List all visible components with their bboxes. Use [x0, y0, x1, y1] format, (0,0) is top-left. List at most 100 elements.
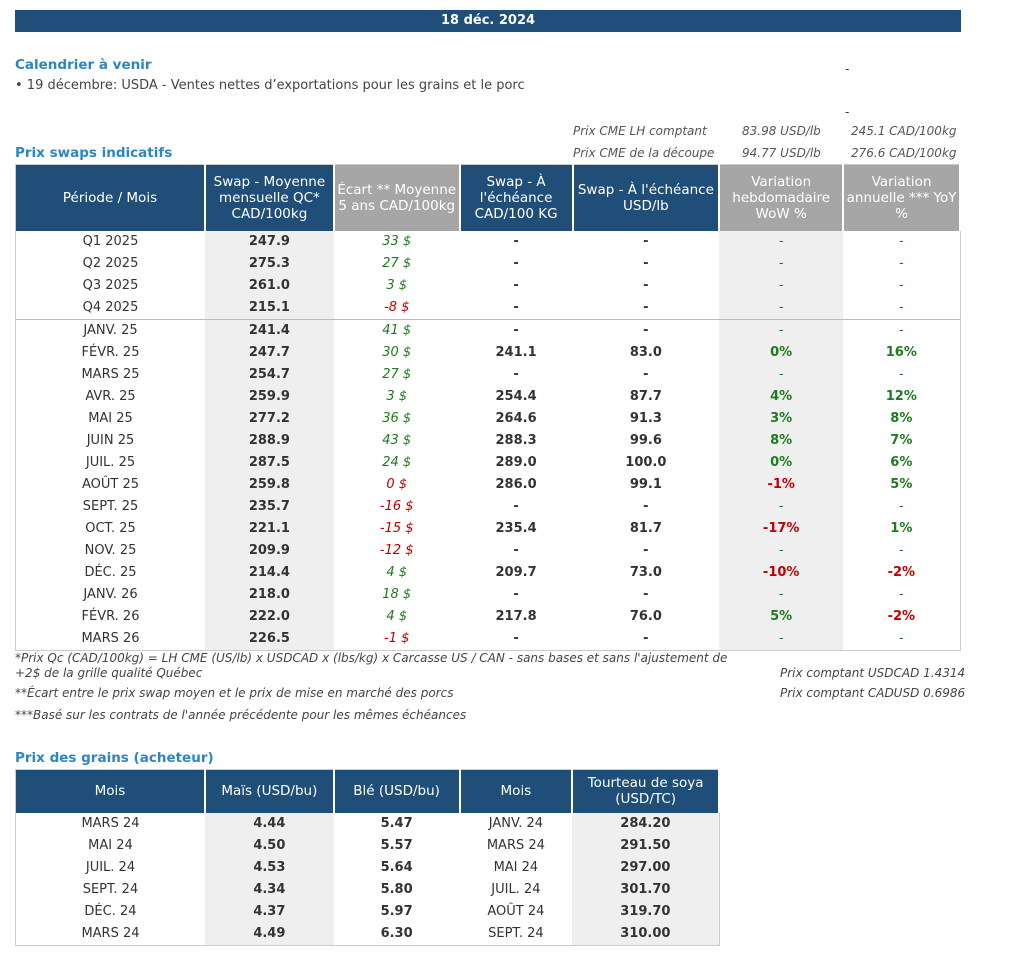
- cell-monthly-swap: 259.8: [205, 473, 334, 496]
- cell-spread: 4 $: [386, 564, 408, 580]
- cell-wow: -: [719, 296, 844, 319]
- footnote-3: ***Basé sur les contrats de l'année préc…: [15, 708, 467, 722]
- cell-monthly-swap: 247.7: [205, 341, 334, 364]
- cell-swap-usd: -: [643, 233, 649, 249]
- cell-soymeal: 291.50: [572, 834, 719, 857]
- cell-yoy: 5%: [890, 476, 913, 492]
- cell-monthly-swap: 235.7: [205, 495, 334, 518]
- cell-swap-usd: -: [643, 255, 649, 271]
- table-row: OCT. 25 221.1 -15 $ 235.4 81.7 -17% 1%: [16, 517, 961, 540]
- cell-monthly-swap: 277.2: [205, 407, 334, 430]
- cell-wheat: 5.47: [380, 815, 413, 831]
- table-row: FÉVR. 26 222.0 4 $ 217.8 76.0 5% -2%: [16, 605, 961, 628]
- cell-period: Q3 2025: [82, 277, 139, 293]
- cell-monthly-swap: 209.9: [205, 539, 334, 562]
- cell-swap-cad: -: [513, 630, 519, 646]
- table-row: Q1 2025 247.9 33 $ - - - -: [16, 230, 961, 253]
- cell-swap-usd: 91.3: [629, 410, 662, 426]
- cell-period: Q4 2025: [82, 299, 139, 315]
- table-row: MARS 26 226.5 -1 $ - - - -: [16, 627, 961, 650]
- cell-yoy: 16%: [885, 344, 917, 360]
- fx-usdcad: Prix comptant USDCAD 1.4314: [780, 666, 966, 680]
- col-header-period: Période / Mois: [15, 164, 206, 231]
- calendar-item: • 19 décembre: USDA - Ventes nettes d’ex…: [15, 78, 525, 93]
- grain-table: Mois Maïs (USD/bu) Blé (USD/bu) Mois Tou…: [15, 769, 720, 946]
- cell-swap-cad: 286.0: [495, 476, 537, 492]
- table-row: FÉVR. 25 247.7 30 $ 241.1 83.0 0% 16%: [16, 341, 961, 364]
- cell-wow: -10%: [719, 561, 844, 584]
- col-header-month: Mois: [15, 769, 206, 813]
- cell-wow: 3%: [719, 407, 844, 430]
- cell-spread: -1 $: [384, 630, 410, 646]
- cell-spread: 0 $: [386, 476, 408, 492]
- cell-spread: -16 $: [379, 498, 414, 514]
- cell-swap-cad: 241.1: [495, 344, 537, 360]
- cell-swap-usd: -: [643, 498, 649, 514]
- cme-lh-usd: 83.98 USD/lb: [742, 124, 821, 138]
- col-header-soymeal: Tourteau de soya (USD/TC): [572, 769, 720, 813]
- cell-period: FÉVR. 25: [81, 344, 140, 360]
- cell-swap-usd: -: [643, 542, 649, 558]
- cell-swap-usd: -: [643, 366, 649, 382]
- swap-table: Période / Mois Swap - Moyenne mensuelle …: [15, 164, 961, 651]
- cell-swap-usd: -: [643, 299, 649, 315]
- cell-swap-usd: 100.0: [625, 454, 667, 470]
- cell-swap-usd: 83.0: [629, 344, 662, 360]
- col-header-corn: Maïs (USD/bu): [204, 769, 335, 813]
- cme-cutout-usd: 94.77 USD/lb: [742, 146, 821, 160]
- cme-cutout-cad: 276.6 CAD/100kg: [851, 146, 957, 160]
- cell-yoy: -: [898, 366, 904, 382]
- cell-period: MARS 26: [81, 630, 140, 646]
- col-header-wheat: Blé (USD/bu): [333, 769, 461, 813]
- cell-soymeal: 284.20: [572, 812, 719, 835]
- cell-monthly-swap: 226.5: [205, 627, 334, 650]
- cell-period: MAI 25: [88, 410, 133, 426]
- cell-month: SEPT. 24: [82, 881, 139, 897]
- cell-period: SEPT. 25: [82, 498, 139, 514]
- table-row: MARS 25 254.7 27 $ - - - -: [16, 363, 961, 386]
- cell-month: DÉC. 24: [84, 903, 137, 919]
- table-row: MARS 24 4.49 6.30 SEPT. 24 310.00: [16, 922, 719, 945]
- cell-monthly-swap: 241.4: [205, 319, 334, 342]
- cell-yoy: -: [898, 542, 904, 558]
- cell-swap-usd: -: [643, 277, 649, 293]
- cell-monthly-swap: 222.0: [205, 605, 334, 628]
- cell-month-2: MARS 24: [486, 837, 545, 853]
- cell-yoy: -: [898, 299, 904, 315]
- cell-period: JANV. 25: [83, 322, 138, 338]
- cell-wow: -: [719, 230, 844, 253]
- cell-swap-cad: -: [513, 277, 519, 293]
- cell-swap-cad: -: [513, 542, 519, 558]
- cell-period: DÉC. 25: [84, 564, 137, 580]
- cell-monthly-swap: 288.9: [205, 429, 334, 452]
- cell-swap-cad: -: [513, 366, 519, 382]
- calendar-title: Calendrier à venir: [15, 57, 152, 73]
- col-header-monthly-swap: Swap - Moyenne mensuelle QC* CAD/100kg: [205, 164, 335, 231]
- dash-marker: -: [845, 105, 850, 119]
- table-row: MARS 24 4.44 5.47 JANV. 24 284.20: [16, 812, 719, 835]
- table-row: NOV. 25 209.9 -12 $ - - - -: [16, 539, 961, 562]
- cell-period: AOÛT 25: [81, 476, 140, 492]
- fx-cadusd: Prix comptant CADUSD 0.6986: [780, 686, 966, 700]
- cell-wow: -: [719, 252, 844, 275]
- cell-corn: 4.50: [204, 834, 334, 857]
- cell-yoy: -: [898, 630, 904, 646]
- table-row: JUIN 25 288.9 43 $ 288.3 99.6 8% 7%: [16, 429, 961, 452]
- cme-cutout-label: Prix CME de la découpe: [573, 146, 715, 160]
- cell-period: Q2 2025: [82, 255, 139, 271]
- cell-period: NOV. 25: [84, 542, 137, 558]
- col-header-month-2: Mois: [459, 769, 574, 813]
- cell-monthly-swap: 218.0: [205, 583, 334, 606]
- cell-period: JANV. 26: [83, 586, 138, 602]
- cell-period: Q1 2025: [82, 233, 139, 249]
- cell-monthly-swap: 214.4: [205, 561, 334, 584]
- cell-month-2: MAI 24: [493, 859, 539, 875]
- cell-period: AVR. 25: [85, 388, 136, 404]
- cell-yoy: -: [898, 322, 904, 338]
- cell-swap-usd: 87.7: [629, 388, 662, 404]
- cell-spread: 3 $: [386, 277, 408, 293]
- cell-monthly-swap: 287.5: [205, 451, 334, 474]
- cell-wow: -: [719, 539, 844, 562]
- cell-swap-cad: 217.8: [495, 608, 537, 624]
- cell-spread: 33 $: [382, 233, 412, 249]
